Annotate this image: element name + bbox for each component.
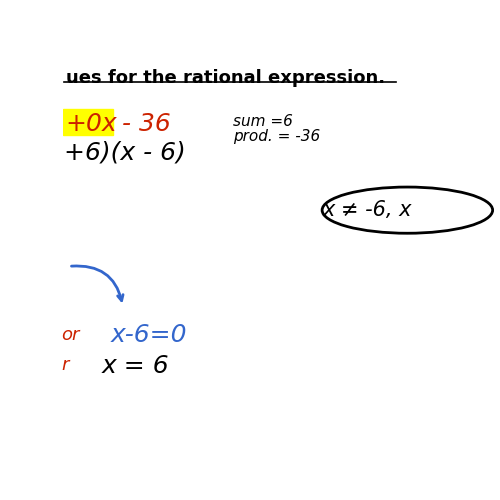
Text: +6)(x - 6): +6)(x - 6): [64, 141, 186, 165]
Text: x ≠ -6, x: x ≠ -6, x: [322, 200, 412, 220]
Text: x = 6: x = 6: [101, 354, 169, 378]
Text: sum =6: sum =6: [233, 114, 293, 129]
Text: +0x: +0x: [66, 112, 117, 136]
FancyBboxPatch shape: [64, 110, 113, 136]
Text: ues for the rational expression.: ues for the rational expression.: [66, 69, 386, 87]
Text: x-6=0: x-6=0: [110, 322, 187, 346]
Text: or: or: [61, 326, 80, 344]
Text: prod. = -36: prod. = -36: [233, 130, 320, 144]
Text: r: r: [61, 356, 68, 374]
Text: - 36: - 36: [114, 112, 170, 136]
